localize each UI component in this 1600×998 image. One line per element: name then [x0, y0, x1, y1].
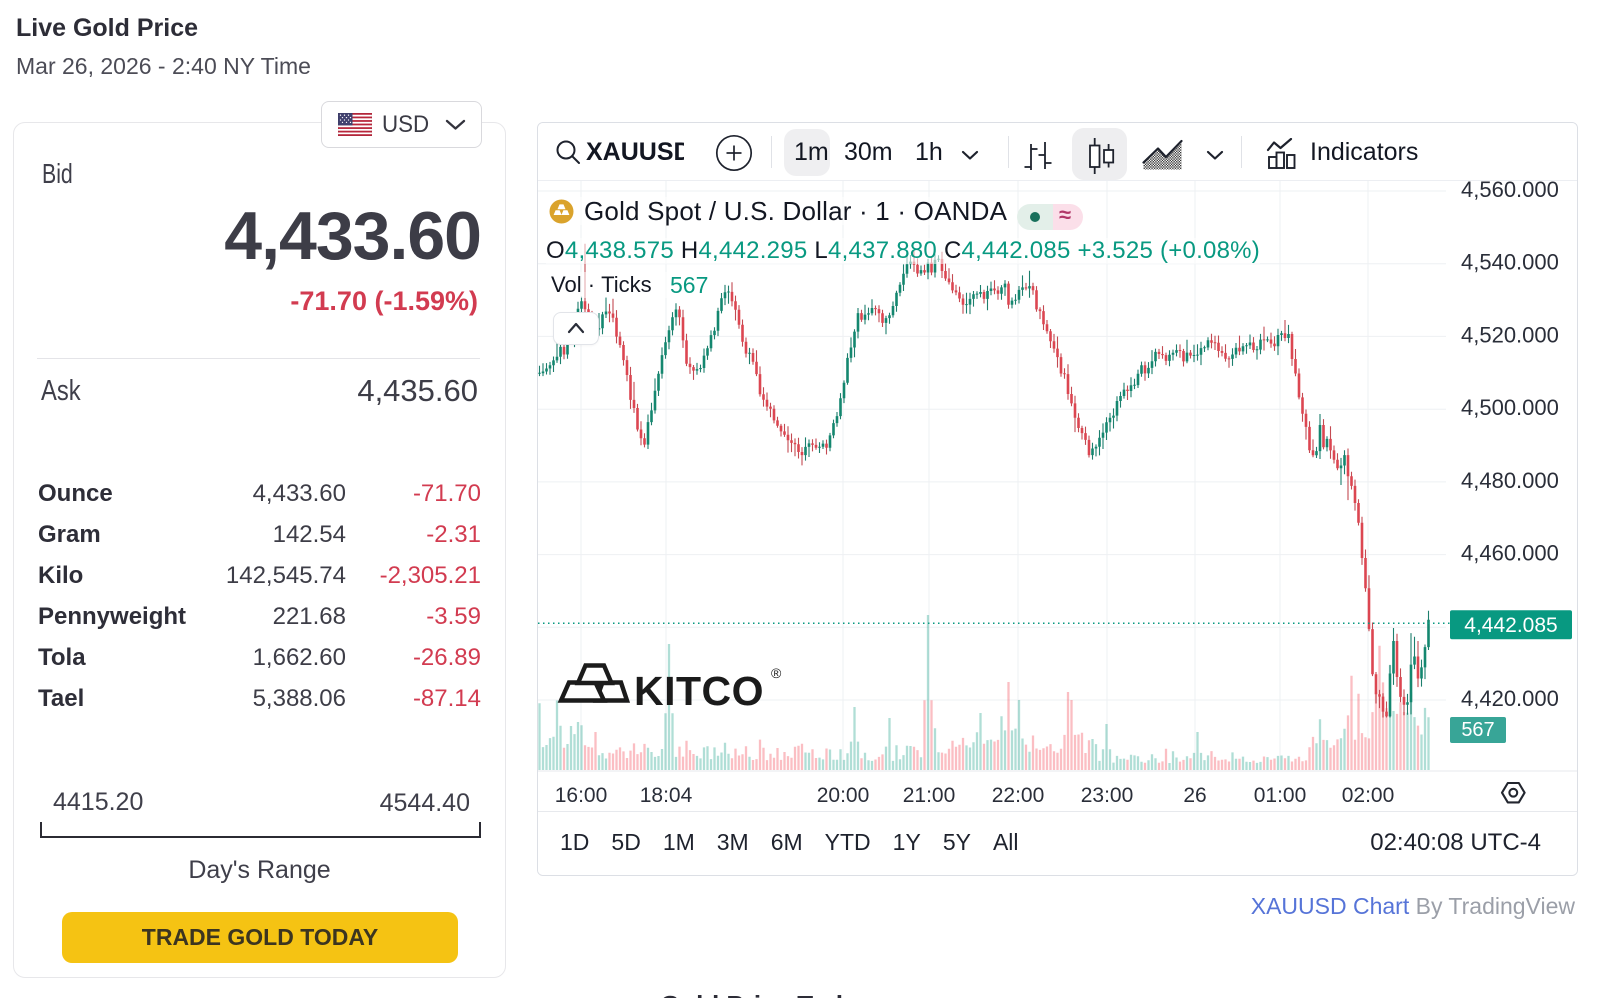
svg-text:®: ®	[771, 665, 782, 681]
svg-text:18:04: 18:04	[640, 784, 693, 807]
svg-text:26: 26	[1183, 784, 1206, 807]
svg-text:567: 567	[1461, 719, 1494, 741]
svg-text:4,460.000: 4,460.000	[1461, 541, 1559, 566]
svg-text:KITCO: KITCO	[634, 668, 764, 714]
svg-text:01:00: 01:00	[1254, 784, 1307, 807]
svg-text:4,540.000: 4,540.000	[1461, 250, 1559, 275]
svg-text:4,480.000: 4,480.000	[1461, 468, 1559, 493]
svg-text:4,560.000: 4,560.000	[1461, 181, 1559, 202]
svg-text:4,500.000: 4,500.000	[1461, 395, 1559, 420]
svg-text:20:00: 20:00	[817, 784, 870, 807]
svg-text:22:00: 22:00	[992, 784, 1045, 807]
svg-text:4,520.000: 4,520.000	[1461, 322, 1559, 347]
svg-text:4,442.085: 4,442.085	[1464, 614, 1557, 637]
svg-text:02:00: 02:00	[1342, 784, 1395, 807]
svg-text:4,420.000: 4,420.000	[1461, 686, 1559, 711]
svg-text:21:00: 21:00	[903, 784, 956, 807]
svg-text:16:00: 16:00	[555, 784, 608, 807]
svg-text:23:00: 23:00	[1081, 784, 1134, 807]
